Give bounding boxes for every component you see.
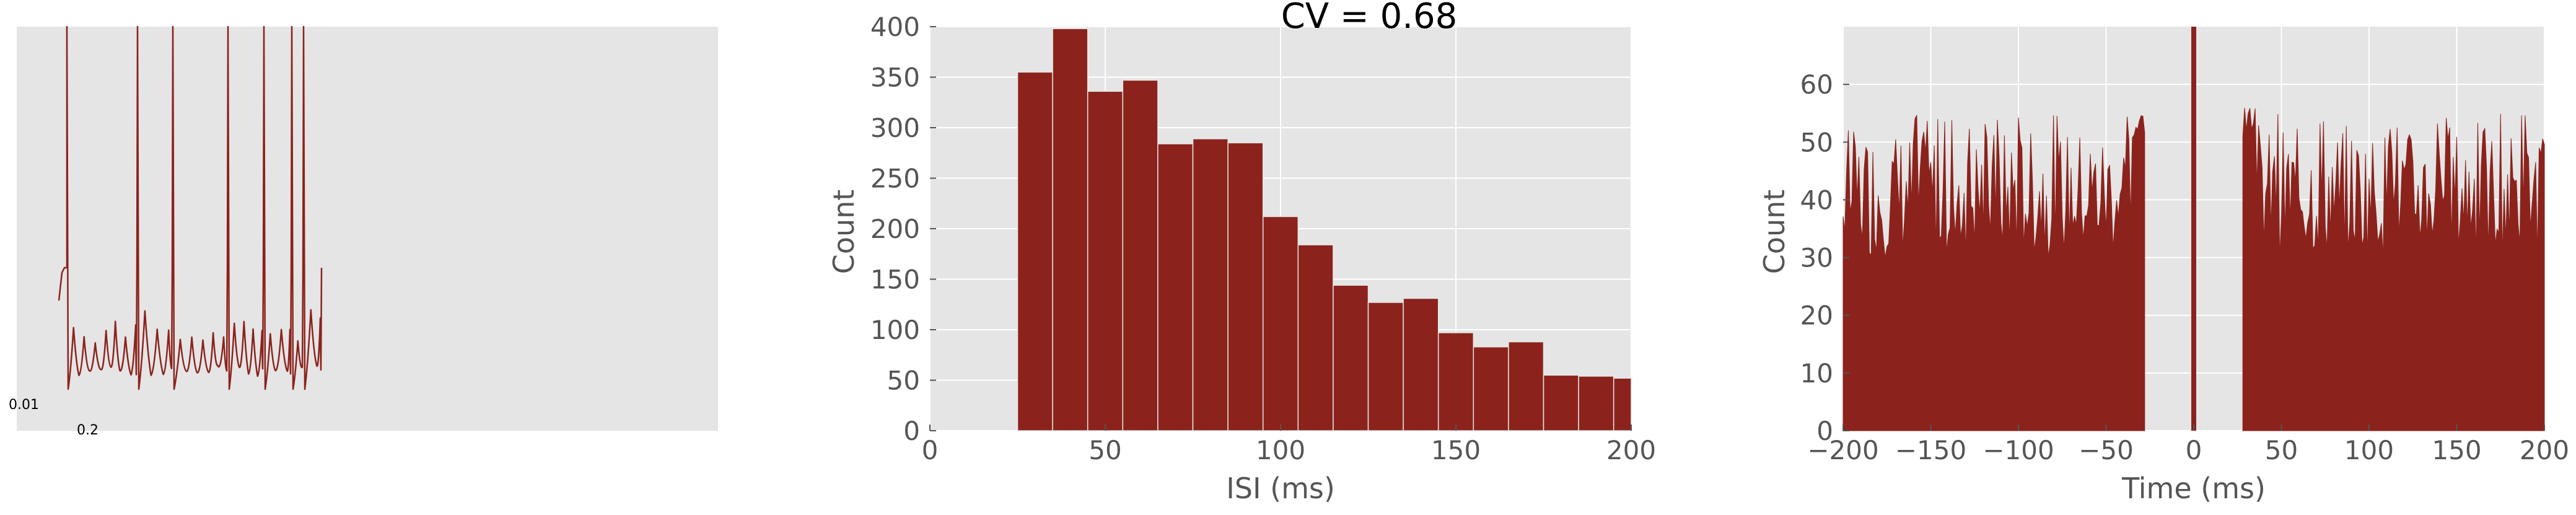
trace-line bbox=[58, 25, 323, 390]
acg-area-left bbox=[1842, 115, 2145, 431]
isi-y-tick-label: 200 bbox=[870, 214, 920, 244]
isi-bar bbox=[1192, 138, 1229, 431]
isi-bars bbox=[1017, 28, 1632, 431]
acg-y-tick-label: 40 bbox=[1800, 185, 1833, 215]
isi-y-tick-label: 300 bbox=[870, 113, 920, 143]
acg-y-axis-label: Count bbox=[1758, 190, 1791, 275]
scale-bar-y-label: 0.01 bbox=[9, 397, 39, 413]
trace-layer bbox=[58, 25, 323, 390]
isi-x-tick-label: 50 bbox=[1089, 435, 1121, 465]
isi-bar bbox=[1403, 297, 1439, 431]
isi-bar bbox=[1333, 284, 1369, 431]
isi-y-ticks: 0 50 100 150 200 250 300 350 400 bbox=[870, 12, 936, 446]
isi-y-tick-label: 250 bbox=[870, 164, 920, 194]
isi-y-axis-label: Count bbox=[827, 190, 861, 275]
isi-bar bbox=[1613, 377, 1632, 431]
isi-x-tick-label: 100 bbox=[1256, 435, 1305, 465]
acg-x-tick-label: −200 bbox=[1807, 435, 1878, 465]
isi-y-tick-label: 50 bbox=[887, 366, 920, 396]
acg-y-tick-label: 60 bbox=[1800, 69, 1833, 100]
isi-bar bbox=[1473, 346, 1509, 431]
isi-bar bbox=[1122, 79, 1159, 431]
acg-x-tick-label: 100 bbox=[2344, 435, 2394, 465]
isi-y-tick-label: 350 bbox=[870, 63, 920, 93]
isi-x-tick-label: 200 bbox=[1606, 435, 1656, 465]
isi-histogram-panel: 0 50 100 150 200 250 300 350 400 0 50 100 150 200 CV… bbox=[827, 0, 1656, 505]
isi-bar bbox=[1262, 216, 1299, 431]
acg-x-tick-label: −150 bbox=[1895, 435, 1966, 465]
acg-y-tick-label: 20 bbox=[1800, 301, 1833, 331]
isi-bar bbox=[1227, 142, 1264, 431]
isi-bar bbox=[1017, 71, 1053, 431]
isi-y-tick-label: 150 bbox=[870, 265, 920, 295]
acg-x-tick-label: −50 bbox=[2079, 435, 2134, 465]
acg-x-axis-label: Time (ms) bbox=[2121, 472, 2266, 505]
acg-x-tick-label: 150 bbox=[2432, 435, 2481, 465]
acg-y-tick-label: 50 bbox=[1800, 127, 1833, 157]
isi-bar bbox=[1543, 374, 1579, 431]
acg-y-tick-label: 30 bbox=[1800, 243, 1833, 273]
isi-bar bbox=[1508, 341, 1544, 431]
acg-center-bar bbox=[2191, 27, 2196, 431]
acg-x-ticks: −200 −150 −100 −50 0 50 100 150 200 bbox=[1807, 425, 2569, 465]
isi-x-tick-label: 150 bbox=[1431, 435, 1481, 465]
acg-y-tick-label: 10 bbox=[1800, 358, 1833, 389]
isi-x-axis-label: ISI (ms) bbox=[1226, 472, 1335, 505]
acg-y-tick-label: 0 bbox=[1816, 416, 1833, 446]
isi-bar bbox=[1367, 302, 1404, 431]
acg-y-ticks: 0 10 20 30 40 50 60 bbox=[1800, 69, 1849, 446]
acg-x-tick-label: −100 bbox=[1982, 435, 2054, 465]
isi-bar bbox=[1157, 143, 1194, 431]
isi-y-tick-label: 0 bbox=[903, 416, 920, 446]
isi-bar bbox=[1437, 332, 1474, 431]
acg-x-tick-label: 200 bbox=[2520, 435, 2569, 465]
acg-area bbox=[1842, 27, 2545, 431]
autocorrelogram-panel: 0 10 20 30 40 50 60 −200 −150 −100 −50 0 50 100 150 20… bbox=[1758, 27, 2569, 505]
trace-panel: 0.01 0.2 bbox=[9, 25, 718, 438]
isi-y-tick-label: 400 bbox=[870, 12, 920, 42]
acg-area-right bbox=[2242, 108, 2545, 431]
acg-x-tick-label: 0 bbox=[2186, 435, 2202, 465]
isi-x-ticks: 0 50 100 150 200 bbox=[922, 425, 1656, 465]
acg-x-tick-label: 50 bbox=[2265, 435, 2298, 465]
isi-y-tick-label: 100 bbox=[870, 315, 920, 345]
isi-bar bbox=[1052, 28, 1089, 431]
trace-panel-background bbox=[17, 27, 718, 431]
isi-x-tick-label: 0 bbox=[922, 435, 939, 465]
scale-bar-x-label: 0.2 bbox=[77, 423, 99, 438]
isi-bar bbox=[1578, 376, 1614, 431]
isi-bar bbox=[1297, 244, 1334, 431]
isi-bar bbox=[1087, 90, 1124, 431]
isi-title: CV = 0.68 bbox=[1281, 0, 1458, 37]
